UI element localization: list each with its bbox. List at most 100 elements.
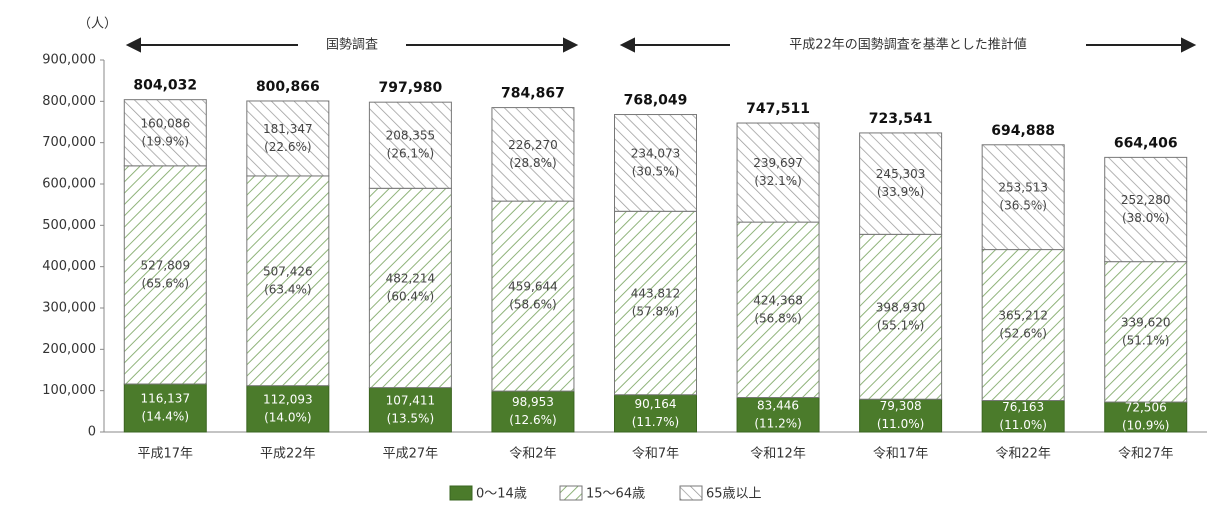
bar-segment [368,387,452,433]
data-label: (22.6%) [264,140,311,154]
y-tick-label: 300,000 [42,301,96,316]
bar-segment [123,99,207,167]
data-label: (36.5%) [999,199,1046,213]
x-tick-label: 令和12年 [750,447,806,462]
y-tick-label: 700,000 [42,135,96,150]
total-label: 723,541 [869,111,933,127]
x-tick-label: 平成22年 [260,447,316,462]
total-label: 768,049 [624,93,688,109]
data-label: 79,308 [880,399,922,413]
data-label: 76,163 [1002,400,1044,414]
data-label: 90,164 [635,397,677,411]
total-label: 664,406 [1114,135,1178,151]
data-label: (32.1%) [754,174,801,188]
data-label: (10.9%) [1122,419,1169,433]
data-label: (51.1%) [1122,333,1169,347]
legend-swatch [449,485,473,501]
total-label: 784,867 [501,86,565,102]
data-label: 398,930 [876,300,926,314]
bar-segment [859,233,943,400]
data-label: 443,812 [631,287,681,301]
data-label: 482,214 [386,271,436,285]
y-tick-label: 0 [88,425,96,440]
total-label: 800,866 [256,79,320,95]
data-label: 507,426 [263,264,313,278]
legend-swatch [679,485,703,501]
data-label: 107,411 [386,393,436,407]
annotation: 平成22年の国勢調査を基準とした推計値 [789,37,1027,53]
x-tick-label: 平成17年 [138,447,194,462]
data-label: (60.4%) [387,289,434,303]
legend-swatch [559,485,583,501]
data-label: 365,212 [998,309,1048,323]
data-label: 424,368 [753,293,803,307]
bar-segment [491,390,575,433]
bar-segment [123,165,207,385]
data-label: 160,086 [140,116,190,130]
data-label: 253,513 [998,181,1048,195]
y-tick-label: 900,000 [42,53,96,68]
bar-segment [368,187,452,389]
data-label: (26.1%) [387,147,434,161]
bar-segment [614,394,697,433]
y-tick-label: 400,000 [42,259,96,274]
bar-segment [859,132,943,235]
bar-segment [246,175,330,387]
total-label: 797,980 [379,80,443,96]
bar-segment [368,101,452,189]
data-label: (19.9%) [142,134,189,148]
y-tick-label: 500,000 [42,218,96,233]
x-tick-label: 令和22年 [995,447,1051,462]
data-label: (38.0%) [1122,211,1169,225]
data-label: 72,506 [1125,401,1167,415]
data-label: (11.7%) [632,415,679,429]
data-label: 339,620 [1121,315,1171,329]
bar-segment [736,221,820,399]
x-tick-label: 令和2年 [509,447,556,462]
data-label: (65.6%) [142,276,189,290]
x-tick-label: 令和7年 [632,447,679,462]
bar-segment [981,249,1065,402]
data-label: (14.0%) [264,410,311,424]
bar-segment [491,200,575,392]
bar-segment [246,100,330,177]
data-label: 234,073 [631,146,681,160]
legend-label: 0～14歳 [476,487,527,502]
data-label: (58.6%) [509,298,556,312]
bar-segment [1104,261,1188,403]
data-label: (11.0%) [999,418,1046,432]
bar-segment [614,210,697,396]
y-tick-label: 200,000 [42,342,96,357]
data-label: (30.5%) [632,164,679,178]
bar-segment [981,144,1065,251]
data-label: 208,355 [386,129,436,143]
data-label: (55.1%) [877,318,924,332]
data-label: (57.8%) [632,305,679,319]
data-label: (52.6%) [999,327,1046,341]
data-label: 226,270 [508,138,558,152]
data-label: (33.9%) [877,185,924,199]
data-label: (63.4%) [264,282,311,296]
total-label: 804,032 [133,78,197,94]
data-label: (11.2%) [754,416,801,430]
x-tick-label: 令和17年 [873,447,929,462]
data-label: 527,809 [140,258,190,272]
bar-segment [736,397,820,433]
y-tick-label: 600,000 [42,177,96,192]
data-label: 181,347 [263,122,313,136]
data-label: (28.8%) [509,156,556,170]
arrow [125,37,1197,53]
data-label: 112,093 [263,392,313,406]
bar-segment [491,107,575,202]
x-tick-label: 平成27年 [383,447,439,462]
data-label: 83,446 [757,398,799,412]
bar-segment [614,114,697,212]
data-label: 245,303 [876,167,926,181]
total-label: 747,511 [746,101,810,117]
total-label: 694,888 [991,123,1055,139]
legend-label: 65歳以上 [706,487,762,502]
y-unit-label: （人） [78,17,117,32]
data-label: 239,697 [753,156,803,170]
data-label: (11.0%) [877,417,924,431]
